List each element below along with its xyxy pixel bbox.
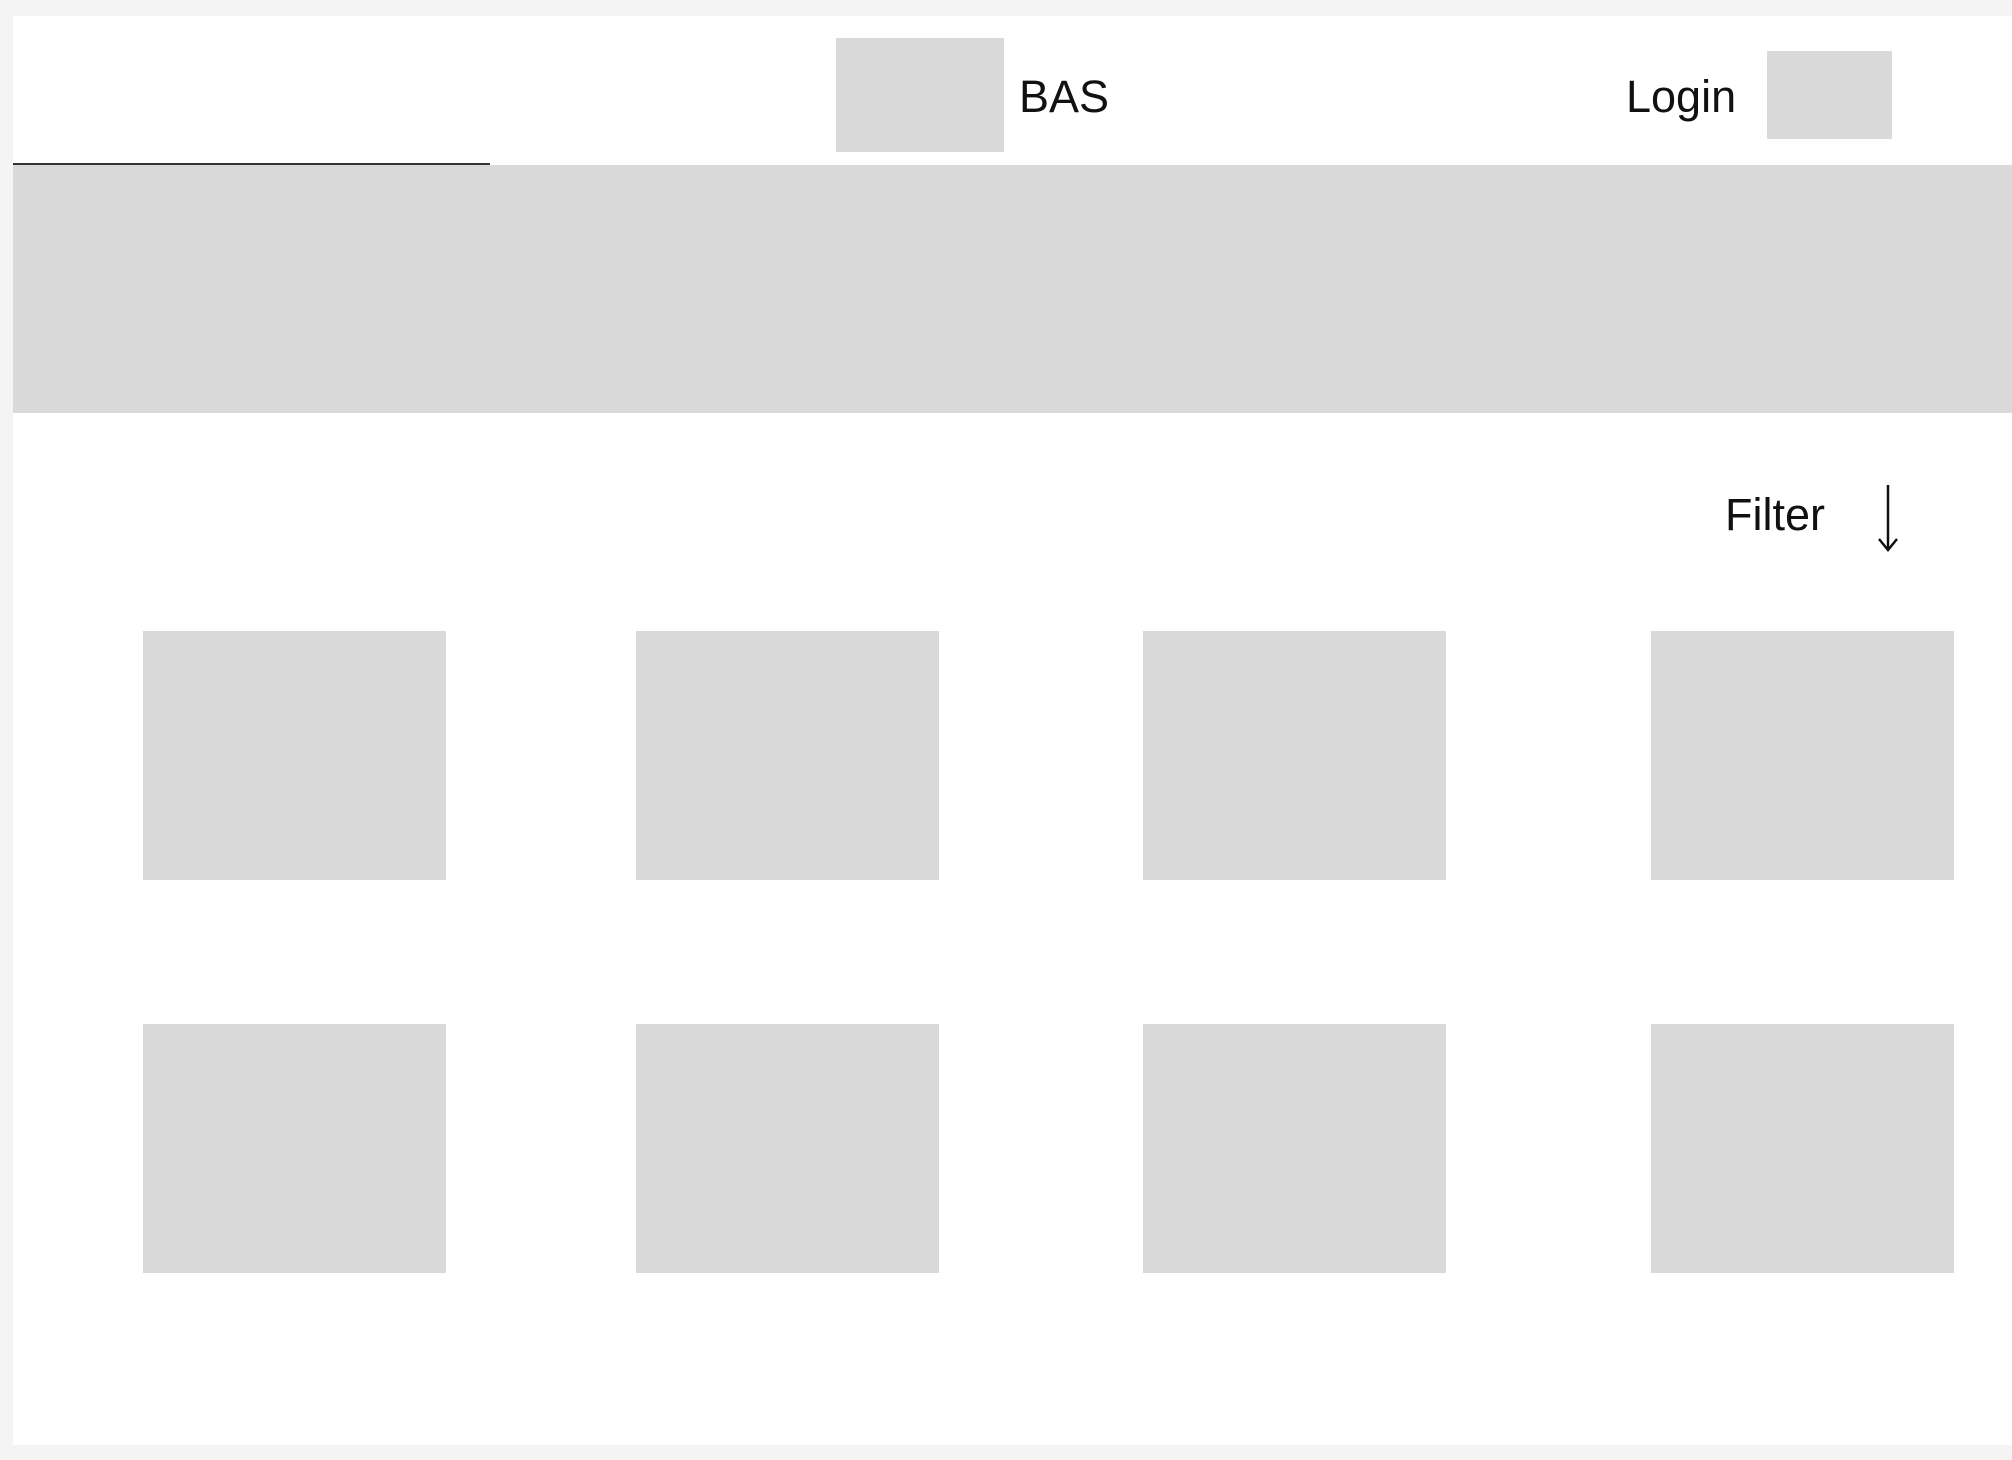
page-frame: BAS Login Filter <box>13 16 2012 1445</box>
grid-item[interactable] <box>1651 1024 1954 1273</box>
login-label[interactable]: Login <box>1626 71 1737 122</box>
arrow-down-icon[interactable] <box>1876 483 1900 553</box>
grid-item[interactable] <box>1651 631 1954 880</box>
brand-label: BAS <box>1019 71 1110 122</box>
grid-item[interactable] <box>1143 631 1446 880</box>
grid-item[interactable] <box>143 631 446 880</box>
grid-item[interactable] <box>636 1024 939 1273</box>
login-button[interactable] <box>1767 51 1892 139</box>
filter-label[interactable]: Filter <box>1725 489 1825 540</box>
grid-item[interactable] <box>636 631 939 880</box>
hero-banner <box>13 165 2012 413</box>
grid-item[interactable] <box>143 1024 446 1273</box>
grid-item[interactable] <box>1143 1024 1446 1273</box>
logo-placeholder[interactable] <box>836 38 1004 152</box>
header-divider <box>13 163 490 165</box>
